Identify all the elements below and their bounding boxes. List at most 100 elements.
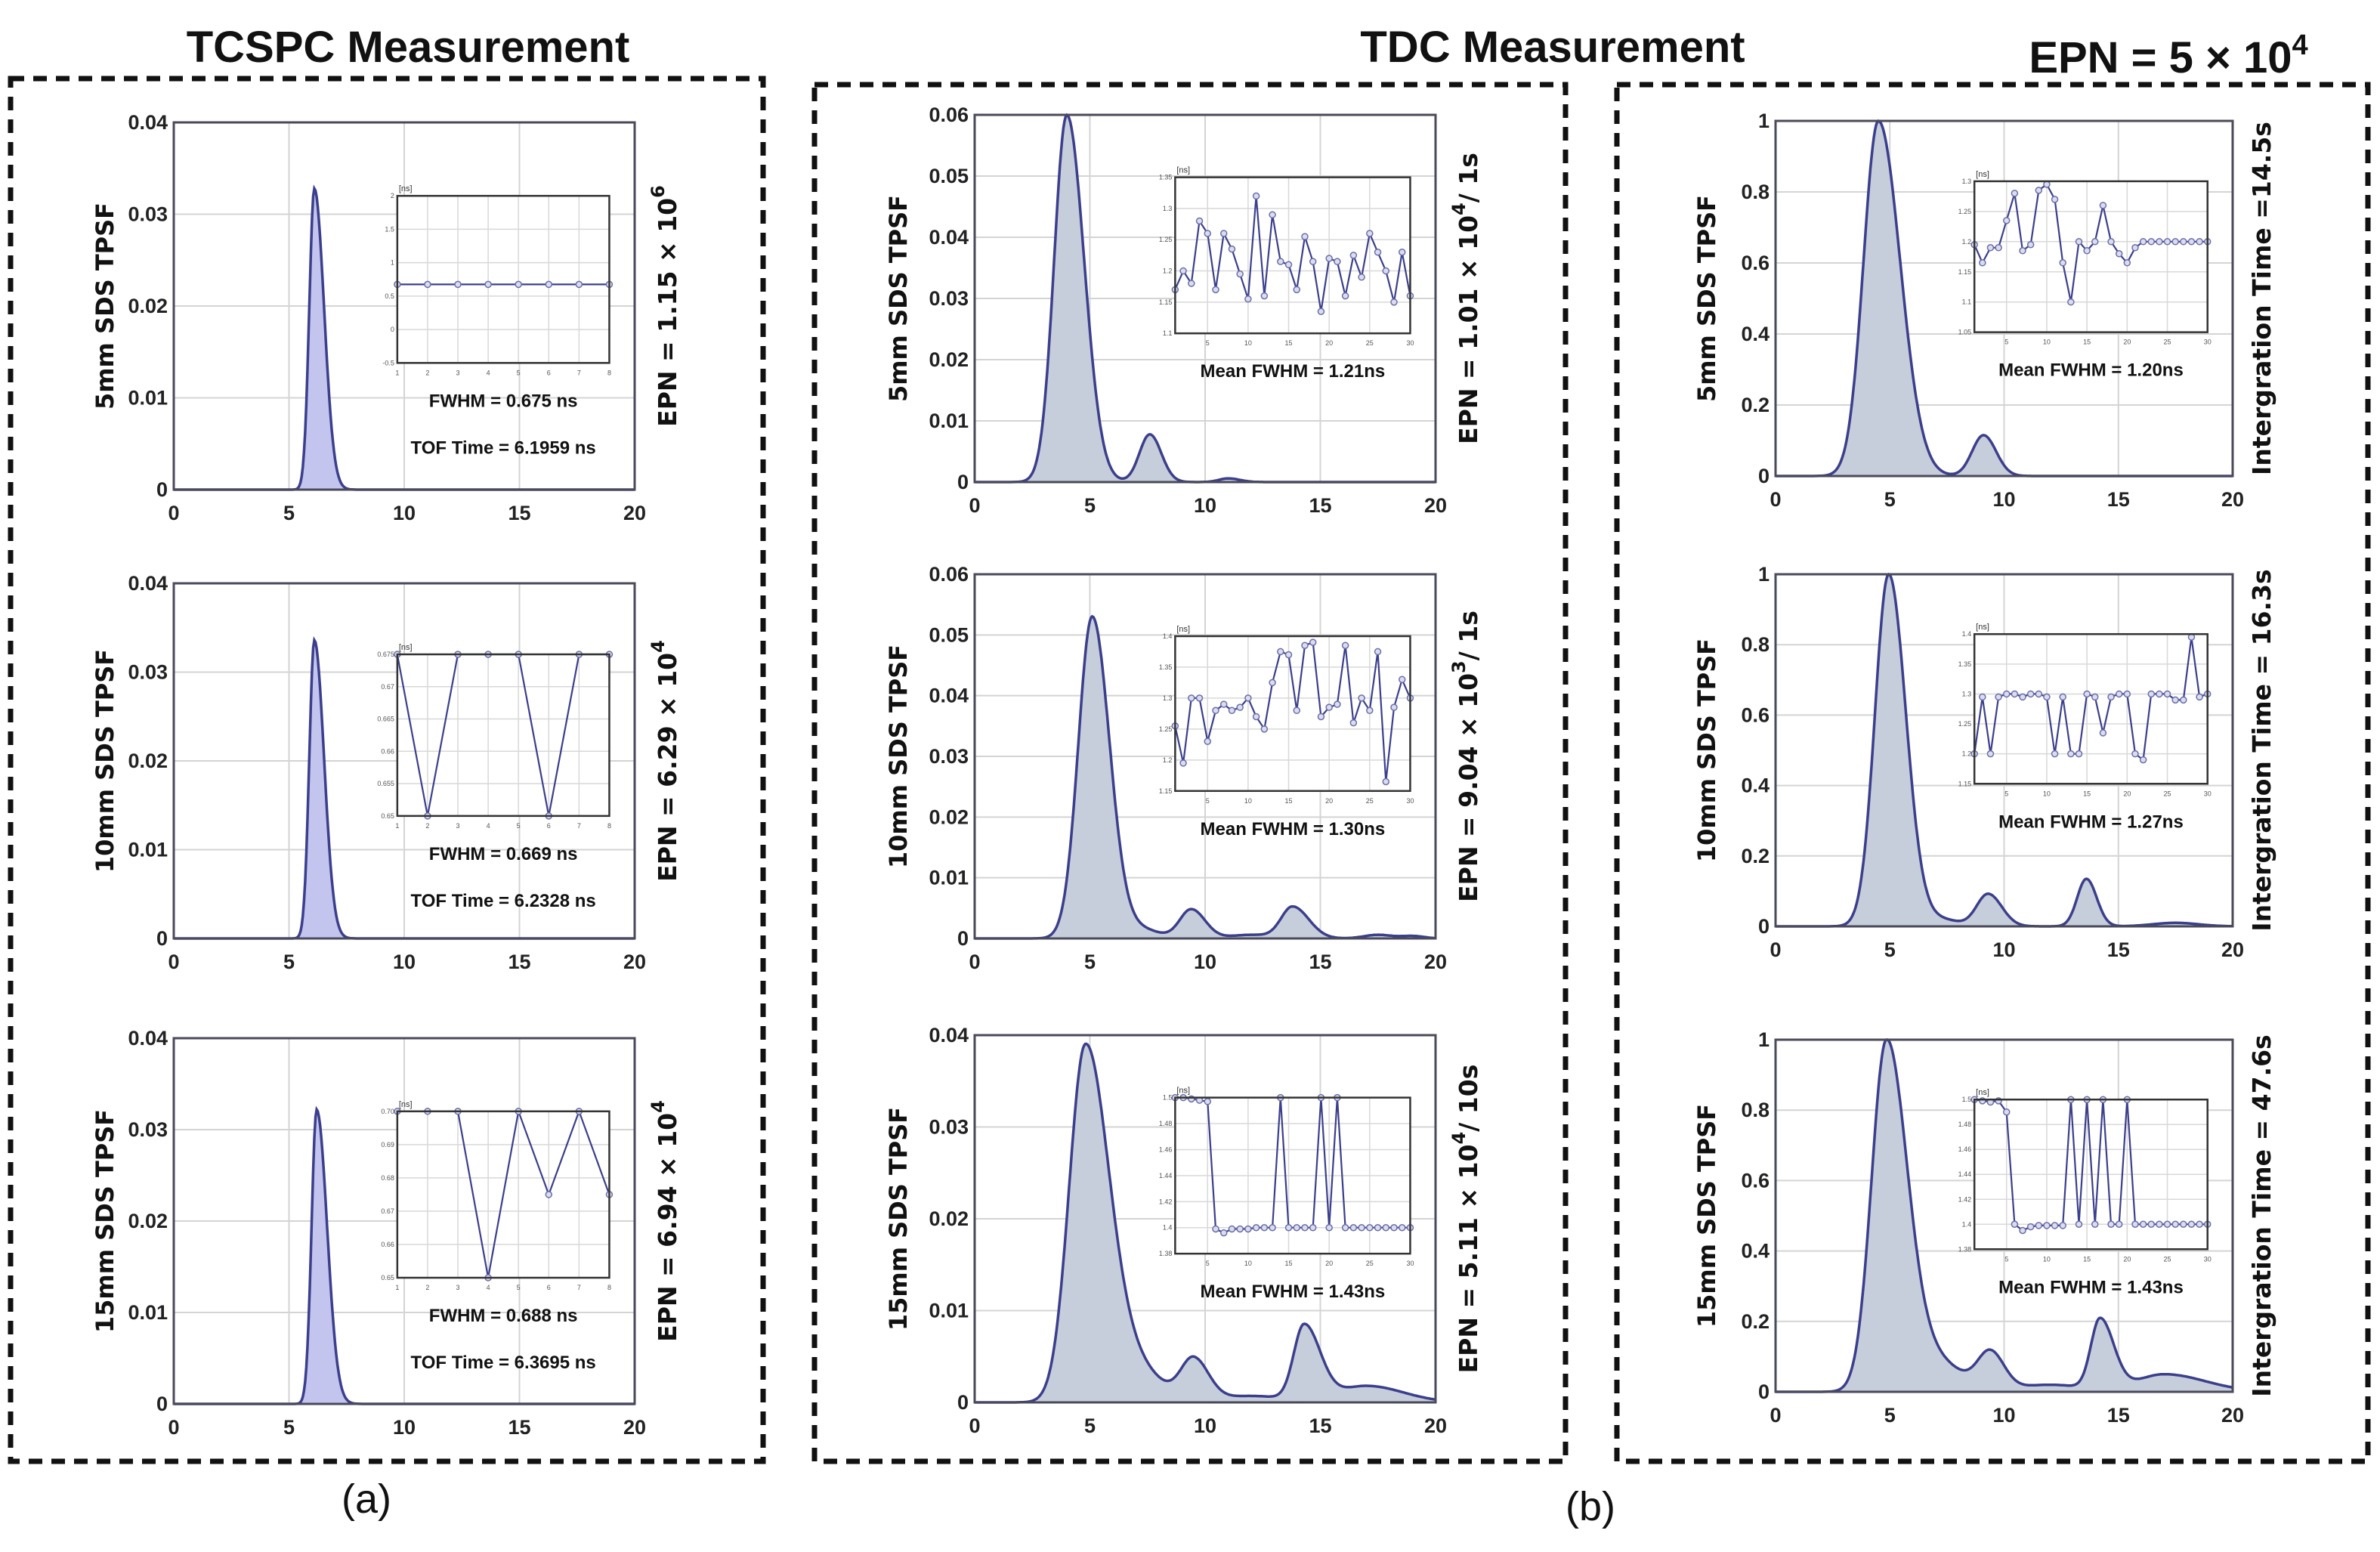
inset-x-tick-label: 30 [2204, 339, 2212, 346]
inset-x-tick-label: 20 [1325, 339, 1333, 347]
inset-unit-label: [ns] [1176, 166, 1190, 175]
inset-y-tick-label: 1.46 [1958, 1145, 1972, 1153]
inset-y-tick-label: 1.3 [1962, 178, 1972, 185]
y-tick-label: 0.8 [1741, 633, 1770, 656]
inset-marker [1212, 706, 1219, 715]
inset-marker [2083, 690, 2091, 698]
inset-marker [2171, 1220, 2179, 1229]
inset-marker [2156, 690, 2163, 698]
side-label-exponent: 4 [648, 1100, 669, 1113]
plot-frame [1774, 573, 2234, 928]
y-tick-label: 0 [957, 471, 969, 493]
plot-frame [1774, 1038, 2234, 1393]
chart-tdc-10mm: 0 5 10 15 20 0 0.01 0.02 0.03 0.04 0.05 0.06 10mm SD… [884, 563, 1483, 973]
x-tick-label: 0 [969, 494, 980, 517]
inset-area [1175, 635, 1411, 791]
y-tick-label: 0 [957, 1391, 969, 1414]
inset-y-tick-label: 1.2 [1163, 756, 1173, 764]
x-tick-label: 15 [1309, 951, 1331, 973]
side-label-text: EPN = 5.11 × 10 [1454, 1144, 1483, 1373]
inset-marker [2147, 1220, 2155, 1229]
inset-marker [1334, 258, 1341, 265]
tpsf-area [1776, 1040, 2233, 1392]
side-label-text: EPN = 6.94 × 10 [653, 1113, 682, 1342]
x-tick-label: 10 [1194, 494, 1216, 517]
y-tick-label: 0.02 [929, 348, 969, 371]
y-tick-label: 0.03 [128, 1118, 168, 1141]
x-tick-label: 10 [1992, 1404, 2015, 1427]
inset-marker [1325, 1223, 1333, 1232]
inset-x-tick-label: 3 [456, 369, 460, 376]
inset-marker [1179, 267, 1187, 275]
inset-marker [1309, 258, 1317, 265]
inset-marker [2011, 690, 2019, 698]
y-tick-label: 0.01 [128, 839, 168, 861]
x-tick-label: 5 [1084, 494, 1096, 517]
inset-x-tick-label: 10 [2043, 790, 2051, 797]
inset-unit-label: [ns] [399, 1100, 413, 1109]
y-tick-label: 0.01 [128, 1301, 168, 1324]
inset-marker [2026, 241, 2035, 249]
x-tick-label: 0 [969, 1414, 980, 1437]
inset-marker [1212, 1225, 1219, 1233]
y-tick-label: 0 [1758, 465, 1770, 487]
inset-marker [1244, 694, 1252, 702]
inset-x-tick-label: 5 [517, 1284, 521, 1291]
y-tick-label: 0 [957, 927, 969, 950]
plot-frame [973, 113, 1437, 484]
inset-y-tick-label: 0.5 [385, 292, 394, 300]
inset-chart: 5 10 15 20 25 30 1.1 1.15 1.2 1.25 1.3 1.35[ns] [1159, 166, 1414, 348]
inset-marker [2131, 750, 2139, 758]
y-tick-label: 0.04 [128, 1027, 168, 1050]
inset-x-tick-label: 5 [517, 822, 521, 830]
inset-marker [2075, 1220, 2083, 1229]
inset-y-tick-label: 0.69 [381, 1141, 394, 1149]
side-label-text: EPN = 9.04 × 10 [1454, 673, 1483, 902]
x-tick-label: 15 [508, 502, 530, 524]
x-tick-label: 15 [1309, 1414, 1331, 1437]
inset-x-tick-label: 10 [1244, 797, 1252, 805]
side-label-exponent: 6 [648, 185, 669, 198]
side-label: Intergration Time = 16.3s [2247, 569, 2276, 931]
inset-x-tick-label: 8 [607, 822, 611, 830]
inset-marker [2196, 693, 2203, 701]
inset-x-tick-label: 5 [2004, 1255, 2008, 1263]
y-tick-label: 0.02 [128, 750, 168, 772]
y-tick-label: 0.03 [929, 287, 969, 310]
inset-marker [1349, 719, 1358, 727]
inset-marker [2051, 750, 2059, 758]
side-label: Intergration Time =14.5s [2247, 122, 2276, 475]
inset-marker [1219, 230, 1228, 237]
inset-y-tick-label: 1.5 [385, 225, 394, 233]
inset-y-tick-label: 0 [391, 326, 394, 333]
inset-marker [1374, 1223, 1382, 1232]
inset-x-tick-label: 20 [1325, 797, 1333, 805]
inset-marker [2163, 1220, 2171, 1229]
inset-note: Mean FWHM = 1.43ns [1201, 1281, 1386, 1302]
tpsf-line [975, 1042, 1436, 1404]
inset-y-tick-label: 0.68 [381, 1174, 394, 1182]
inset-chart: 5 10 15 20 25 30 1.38 1.4 1.42 1.44 1.46 1.48 1.5 [ns… [1958, 1088, 2212, 1263]
inset-y-tick-label: 0.655 [377, 780, 394, 787]
inset-unit-label: [ns] [1176, 1087, 1190, 1096]
inset-marker [2196, 238, 2203, 246]
y-tick-label: 0.6 [1741, 703, 1770, 726]
side-label-text: EPN = 1.01 × 10 [1454, 215, 1483, 444]
inset-marker [2139, 238, 2147, 246]
inset-marker [2051, 1222, 2059, 1229]
inset-x-tick-label: 20 [1325, 1260, 1333, 1267]
inset-marker [1244, 1225, 1252, 1233]
x-tick-label: 20 [1424, 494, 1447, 517]
x-tick-label: 15 [508, 951, 530, 973]
y-tick-label: 0 [156, 927, 168, 950]
inset-y-tick-label: 1.15 [1159, 787, 1173, 795]
tpsf-area [1776, 574, 2233, 926]
inset-frame [1174, 635, 1411, 793]
inset-y-tick-label: 1.15 [1958, 268, 1972, 276]
inset-y-tick-label: -0.5 [382, 359, 394, 366]
inset-note: TOF Time = 6.1959 ns [411, 437, 596, 458]
plot-frame [172, 121, 636, 491]
